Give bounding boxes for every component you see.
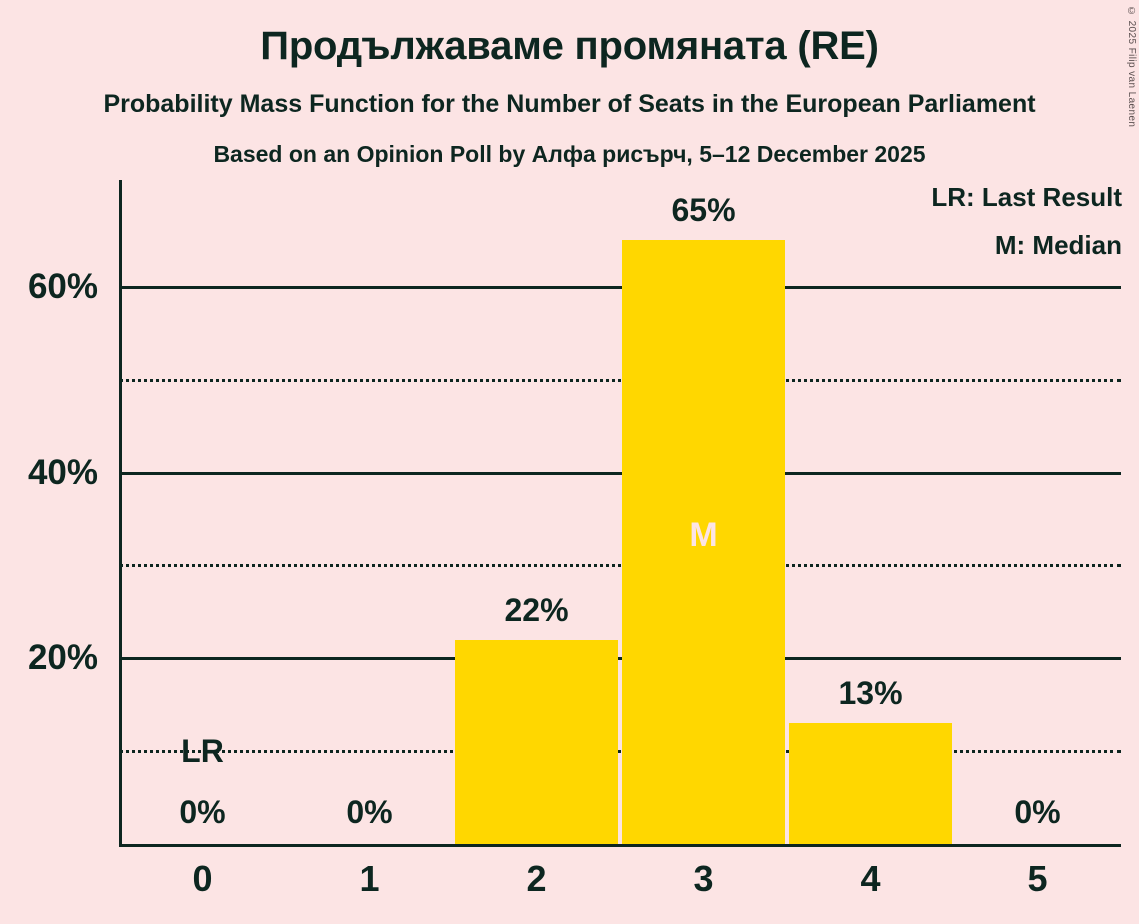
bar [622, 240, 785, 844]
x-axis-tick-label: 0 [192, 858, 213, 899]
bar-value-label: 65% [671, 192, 736, 229]
last-result-marker: LR [181, 733, 224, 770]
legend: LR: Last Result M: Median [931, 184, 1122, 280]
gridline-major [119, 285, 1121, 289]
x-axis-tick-label: 1 [359, 858, 380, 899]
bar [789, 723, 952, 844]
chart-subtitle: Probability Mass Function for the Number… [103, 90, 1036, 118]
copyright-notice: © 2025 Filip van Laenen [1126, 6, 1137, 128]
x-axis-tick-label: 5 [1027, 858, 1048, 899]
y-axis-tick-label: 60% [27, 266, 98, 306]
bar-value-label: 0% [1014, 794, 1061, 830]
y-axis-tick-label: 40% [27, 452, 98, 492]
x-axis-tick-label: 4 [860, 858, 881, 899]
bar [455, 639, 618, 844]
x-axis-tick-label: 2 [526, 858, 547, 899]
x-axis-tick-label: 3 [693, 858, 714, 899]
bar-value-label: 22% [504, 591, 569, 628]
page-title: Продължаваме промяната (RE) [260, 24, 879, 68]
gridline-minor [119, 378, 1121, 382]
bar-value-label: 0% [346, 794, 393, 830]
title-block: Продължаваме промяната (RE) Probability … [0, 0, 1139, 166]
chart-subsubtitle: Based on an Opinion Poll by Алфа рисърч,… [213, 141, 926, 167]
gridline-minor [119, 750, 1121, 754]
gridline-major [119, 471, 1121, 475]
y-axis-tick-label: 20% [27, 638, 98, 678]
plot-area: 20% 40% 60% 0% LR 0% 22% 65% M 13% 0% [28, 180, 1121, 847]
bar-value-label: 13% [838, 675, 903, 712]
y-axis-line [119, 180, 122, 847]
x-axis-line [119, 844, 1121, 847]
gridline-major [119, 657, 1121, 661]
gridline-minor [119, 564, 1121, 568]
legend-item-median: M: Median [994, 230, 1122, 260]
median-marker: M [689, 516, 718, 555]
bar-value-label: 0% [179, 794, 226, 830]
legend-item-last-result: LR: Last Result [931, 182, 1122, 212]
